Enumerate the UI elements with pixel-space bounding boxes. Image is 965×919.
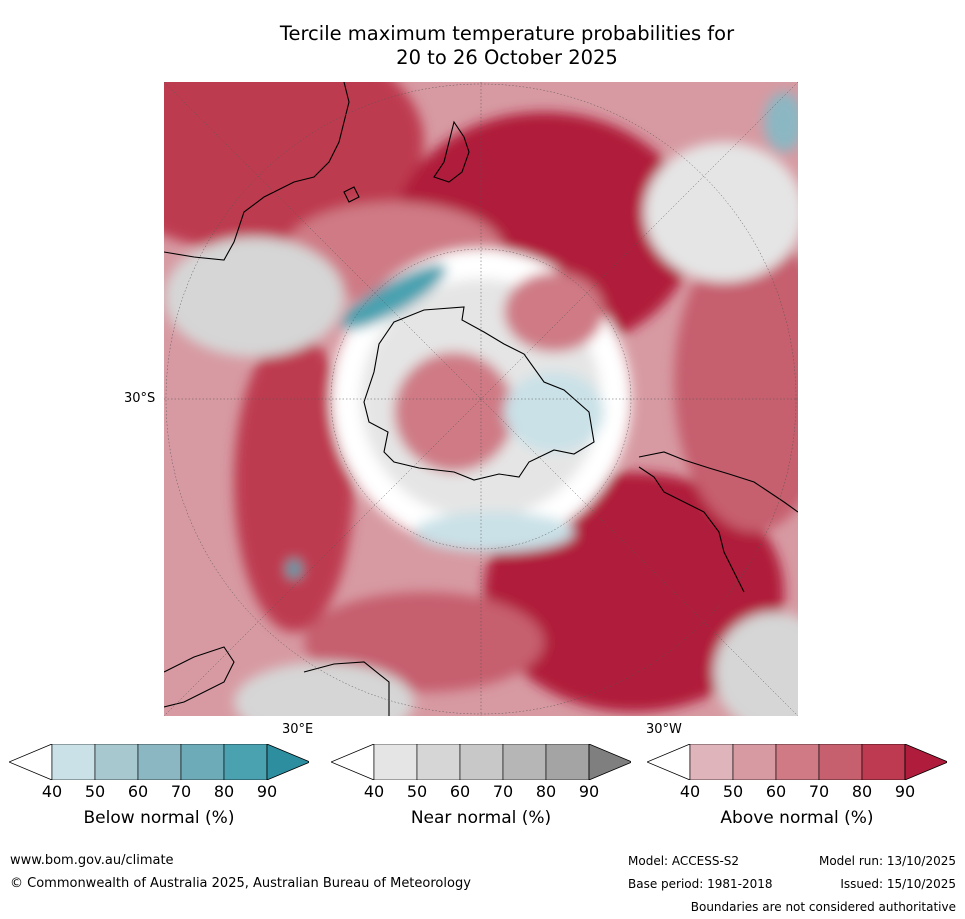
colorbar-below-label: Below normal (%) [83, 808, 235, 828]
tick: 50 [406, 782, 428, 801]
colorbar-extend-high [588, 744, 631, 780]
model-run-text: Model run: 13/10/2025 [818, 854, 956, 868]
latitude-label: 30°S [124, 391, 156, 406]
colorbar-box [51, 744, 96, 780]
base-period-text: Base period: 1981-2018 [628, 877, 773, 891]
disclaimer-text: Boundaries are not considered authoritat… [690, 900, 956, 914]
colorbar-extend-low [9, 744, 53, 780]
tick: 50 [722, 782, 744, 801]
colorbar-box [775, 744, 820, 780]
colorbar-extend-high [904, 744, 947, 780]
colorbar-box [861, 744, 906, 780]
tick: 80 [213, 782, 235, 801]
colorbar-box [459, 744, 504, 780]
colorbar-box [689, 744, 734, 780]
coastlines [164, 82, 798, 716]
tick: 60 [127, 782, 149, 801]
tick: 40 [679, 782, 701, 801]
colorbar-box [502, 744, 547, 780]
colorbar-box [416, 744, 461, 780]
tick: 40 [41, 782, 63, 801]
tick: 40 [363, 782, 385, 801]
tick: 80 [851, 782, 873, 801]
tick: 70 [492, 782, 514, 801]
tick: 70 [170, 782, 192, 801]
tick: 80 [535, 782, 557, 801]
website-link[interactable]: www.bom.gov.au/climate [10, 853, 174, 868]
colorbar-below [9, 744, 309, 780]
tick: 70 [808, 782, 830, 801]
colorbar-box [545, 744, 590, 780]
colorbar-box [223, 744, 268, 780]
colorbar-extend-low [331, 744, 375, 780]
graticule [164, 82, 798, 716]
tick: 90 [256, 782, 278, 801]
colorbar-near-label: Near normal (%) [410, 808, 552, 828]
colorbar-box [180, 744, 225, 780]
model-text: Model: ACCESS-S2 [628, 854, 740, 868]
colorbar-above [647, 744, 947, 780]
probability-map [164, 82, 798, 716]
title-line-2: 20 to 26 October 2025 [396, 46, 618, 69]
colorbar-extend-high [266, 744, 309, 780]
tick: 90 [894, 782, 916, 801]
colorbar-box [818, 744, 863, 780]
colorbar-extend-low [647, 744, 691, 780]
colorbar-box [732, 744, 777, 780]
tick: 60 [765, 782, 787, 801]
colorbar-above-label: Above normal (%) [720, 808, 874, 828]
colorbar-near [331, 744, 631, 780]
copyright-text: © Commonwealth of Australia 2025, Austra… [10, 876, 471, 891]
longitude-label-west: 30°W [646, 722, 682, 737]
title-line-1: Tercile maximum temperature probabilitie… [279, 22, 735, 45]
tick: 90 [578, 782, 600, 801]
longitude-label-east: 30°E [282, 722, 314, 737]
colorbar-box [373, 744, 418, 780]
chart-title: Tercile maximum temperature probabilitie… [160, 22, 854, 70]
colorbar-box [94, 744, 139, 780]
map-canvas [164, 82, 798, 716]
colorbar-box [137, 744, 182, 780]
issued-text: Issued: 15/10/2025 [840, 877, 956, 891]
tick: 50 [84, 782, 106, 801]
tick: 60 [449, 782, 471, 801]
